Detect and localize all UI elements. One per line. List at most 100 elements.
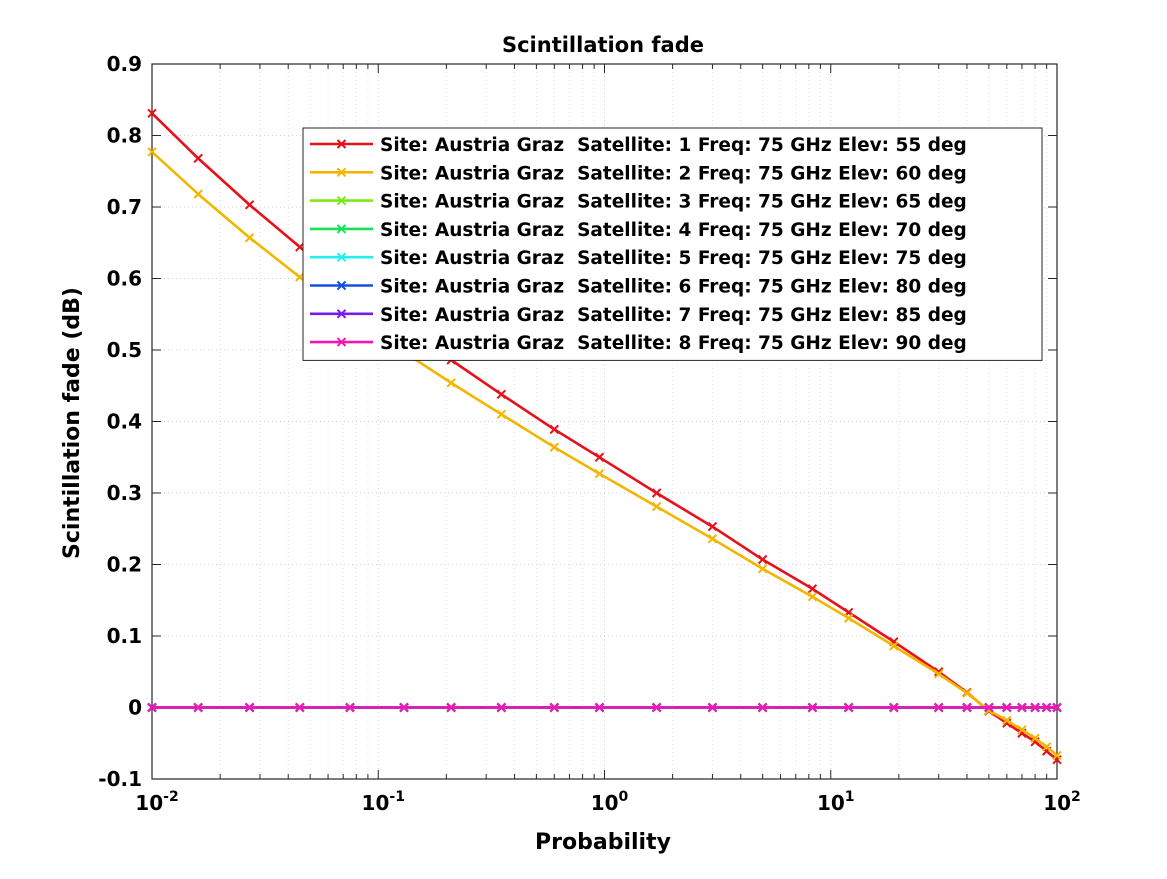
data-point-marker bbox=[1041, 742, 1052, 752]
legend-label: Site: Austria Graz Satellite: 1 Freq: 75… bbox=[380, 135, 967, 156]
marker-stroke bbox=[1002, 702, 1012, 713]
y-tick-label: 0.3 bbox=[107, 481, 142, 505]
y-tick-label: -0.1 bbox=[98, 767, 142, 791]
marker-stroke bbox=[933, 702, 944, 713]
data-point-marker bbox=[757, 702, 768, 713]
marker-stroke bbox=[193, 153, 203, 164]
x-tick-label: 10-2 bbox=[135, 789, 178, 815]
data-point-marker bbox=[244, 200, 255, 210]
marker-stroke bbox=[843, 702, 854, 713]
marker-stroke bbox=[1030, 702, 1040, 713]
y-tick-label: 0 bbox=[128, 696, 142, 720]
marker-stroke bbox=[1052, 702, 1062, 713]
legend-swatch-marker bbox=[336, 224, 347, 234]
marker-stroke bbox=[1030, 733, 1040, 743]
y-tick-label: 0.9 bbox=[107, 52, 142, 76]
data-point-marker bbox=[1017, 702, 1027, 713]
legend-label: Site: Austria Graz Satellite: 7 Freq: 75… bbox=[380, 305, 967, 326]
marker-stroke bbox=[549, 702, 560, 713]
marker-stroke bbox=[446, 378, 456, 388]
marker-stroke bbox=[345, 702, 355, 713]
marker-stroke bbox=[1052, 750, 1062, 761]
marker-stroke bbox=[757, 554, 768, 565]
y-tick-label: 0.5 bbox=[107, 338, 142, 362]
data-point-marker bbox=[1052, 702, 1062, 713]
data-point-marker bbox=[193, 153, 203, 164]
marker-stroke bbox=[193, 189, 203, 199]
marker-stroke bbox=[889, 641, 899, 651]
data-point-marker bbox=[549, 424, 560, 435]
data-point-marker bbox=[549, 442, 560, 452]
marker-stroke bbox=[707, 534, 718, 544]
data-point-marker bbox=[984, 702, 994, 713]
x-tick-label: 100 bbox=[591, 789, 629, 815]
legend-box bbox=[302, 127, 1043, 361]
series-8 bbox=[147, 702, 1062, 713]
marker-stroke bbox=[244, 702, 255, 713]
marker-stroke bbox=[147, 702, 157, 713]
marker-stroke bbox=[244, 233, 255, 243]
data-point-marker bbox=[295, 702, 305, 713]
legend-item: Site: Austria Graz Satellite: 5 Freq: 75… bbox=[310, 248, 967, 269]
marker-stroke bbox=[757, 702, 768, 713]
marker-stroke bbox=[933, 669, 944, 679]
marker-stroke bbox=[707, 521, 718, 532]
legend-swatch-marker bbox=[336, 195, 347, 206]
marker-stroke bbox=[651, 702, 662, 713]
data-point-marker bbox=[707, 534, 718, 544]
data-point-marker bbox=[147, 702, 157, 713]
data-point-marker bbox=[757, 554, 768, 565]
chart-title: Scintillation fade bbox=[502, 33, 704, 57]
marker-stroke bbox=[962, 702, 972, 713]
marker-stroke bbox=[651, 501, 662, 512]
data-point-marker bbox=[843, 613, 854, 623]
data-point-marker bbox=[707, 702, 718, 713]
marker-stroke bbox=[984, 702, 994, 713]
legend-item: Site: Austria Graz Satellite: 4 Freq: 75… bbox=[310, 220, 967, 241]
marker-stroke bbox=[496, 389, 507, 400]
marker-stroke bbox=[244, 200, 255, 210]
data-point-marker bbox=[651, 488, 662, 498]
marker-stroke bbox=[496, 409, 507, 420]
data-point-marker bbox=[807, 584, 818, 594]
data-point-marker bbox=[496, 409, 507, 420]
data-point-marker bbox=[1030, 702, 1040, 713]
legend-label: Site: Austria Graz Satellite: 3 Freq: 75… bbox=[380, 192, 967, 213]
data-point-marker bbox=[147, 108, 157, 119]
data-point-marker bbox=[594, 452, 605, 462]
data-point-marker bbox=[651, 702, 662, 713]
marker-stroke bbox=[446, 702, 456, 713]
legend-swatch-marker bbox=[336, 252, 347, 262]
marker-stroke bbox=[594, 468, 605, 479]
marker-stroke bbox=[843, 613, 854, 623]
marker-stroke bbox=[295, 242, 305, 252]
legend-label: Site: Austria Graz Satellite: 6 Freq: 75… bbox=[380, 277, 967, 298]
data-point-marker bbox=[244, 702, 255, 713]
marker-stroke bbox=[496, 702, 507, 713]
marker-stroke bbox=[295, 272, 305, 282]
legend-label: Site: Austria Graz Satellite: 2 Freq: 75… bbox=[380, 163, 967, 184]
data-point-marker bbox=[889, 641, 899, 651]
legend-swatch-marker bbox=[336, 167, 347, 178]
legend: Site: Austria Graz Satellite: 1 Freq: 75… bbox=[302, 127, 1043, 361]
x-tick-label: 101 bbox=[817, 789, 855, 815]
data-point-marker bbox=[757, 564, 768, 574]
data-point-marker bbox=[496, 702, 507, 713]
marker-stroke bbox=[295, 702, 305, 713]
data-point-marker bbox=[807, 591, 818, 602]
data-point-marker bbox=[446, 702, 456, 713]
marker-stroke bbox=[757, 564, 768, 574]
legend-label: Site: Austria Graz Satellite: 8 Freq: 75… bbox=[380, 333, 967, 354]
marker-stroke bbox=[889, 702, 899, 713]
legend-swatch-marker bbox=[336, 139, 347, 149]
marker-stroke bbox=[193, 702, 203, 713]
data-point-marker bbox=[496, 389, 507, 400]
y-axis-label: Scintillation fade (dB) bbox=[60, 287, 85, 559]
data-point-marker bbox=[1041, 702, 1052, 713]
y-tick-label: 0.7 bbox=[107, 195, 142, 219]
data-point-marker bbox=[446, 378, 456, 388]
y-tick-label: 0.4 bbox=[107, 410, 142, 434]
marker-stroke bbox=[594, 702, 605, 713]
